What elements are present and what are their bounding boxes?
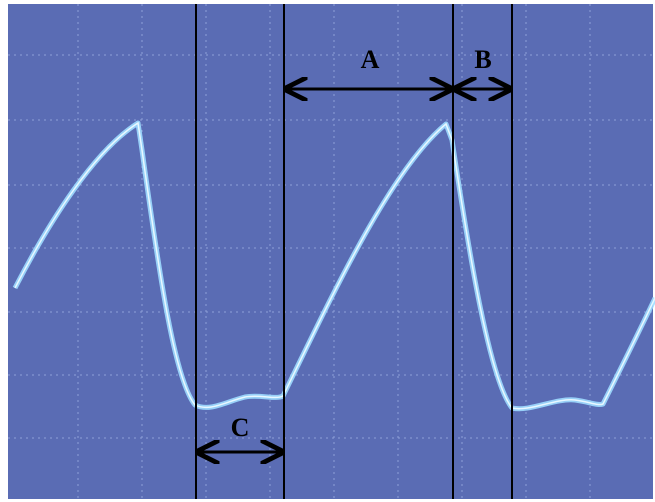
screen — [8, 4, 653, 499]
scope-figure: A B C — [0, 0, 655, 502]
label-c: C — [231, 413, 250, 442]
label-a: A — [361, 45, 380, 74]
label-b: B — [474, 45, 491, 74]
